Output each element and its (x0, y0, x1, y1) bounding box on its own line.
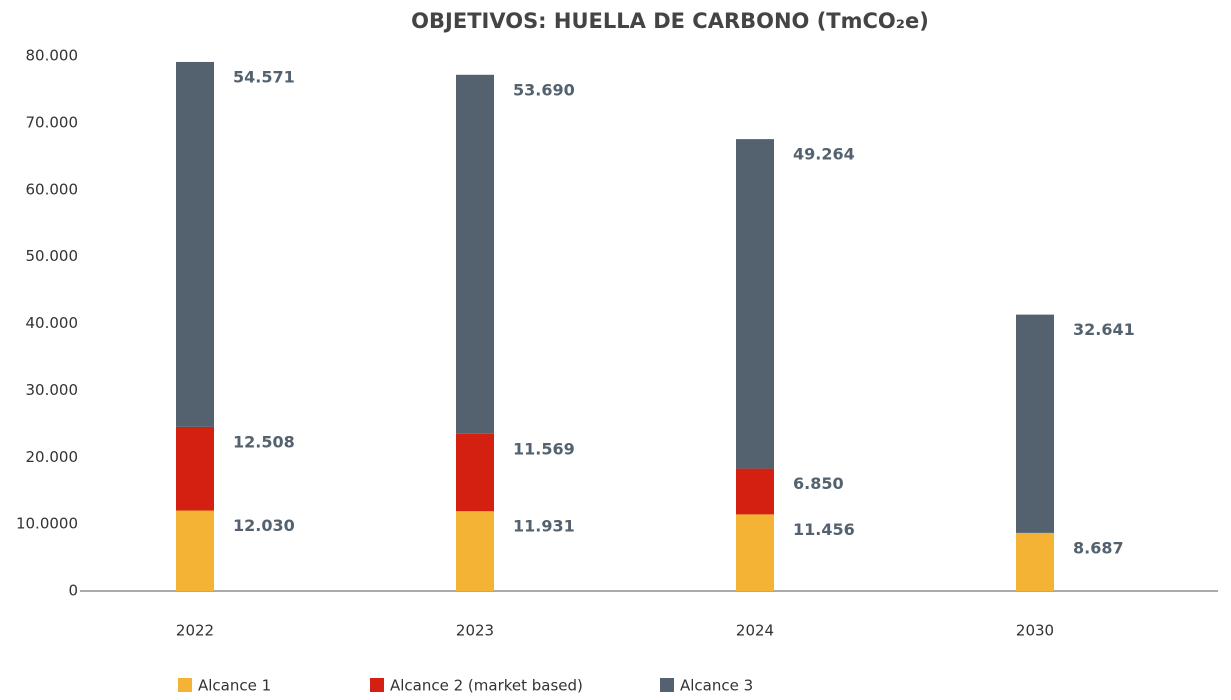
bar-segment (1016, 314, 1054, 533)
legend-label: Alcance 3 (680, 677, 753, 695)
bar-segment (176, 61, 214, 427)
bar-segment (456, 511, 494, 591)
bar-segment (456, 74, 494, 434)
value-label: 11.931 (513, 517, 575, 536)
value-label: 53.690 (513, 80, 575, 99)
y-tick-label: 30.000 (26, 381, 79, 399)
value-label: 6.850 (793, 474, 844, 493)
bar-segment (456, 433, 494, 512)
y-tick-label: 40.000 (26, 314, 79, 332)
bar-segment (736, 468, 774, 515)
x-tick-label: 2030 (1016, 622, 1054, 640)
legend-swatch (178, 678, 192, 692)
value-label: 54.571 (233, 67, 295, 86)
bar-segment (1016, 532, 1054, 591)
legend-label: Alcance 2 (market based) (390, 677, 583, 695)
y-tick-label: 60.000 (26, 180, 79, 198)
x-tick-label: 2022 (176, 622, 214, 640)
legend-label: Alcance 1 (198, 677, 271, 695)
y-tick-label: 70.000 (26, 113, 79, 131)
value-label: 8.687 (1073, 538, 1124, 557)
bar-segment (736, 139, 774, 469)
value-label: 12.030 (233, 516, 295, 535)
value-label: 32.641 (1073, 320, 1135, 339)
bar-segment (176, 426, 214, 511)
y-tick-label: 50.000 (26, 247, 79, 265)
legend-swatch (370, 678, 384, 692)
x-tick-label: 2024 (736, 622, 774, 640)
value-label: 49.264 (793, 145, 855, 164)
value-label: 11.456 (793, 520, 855, 539)
chart-title: OBJETIVOS: HUELLA DE CARBONO (TmCO₂e) (411, 9, 929, 33)
x-tick-label: 2023 (456, 622, 494, 640)
y-tick-label: 80.000 (26, 47, 79, 65)
y-tick-label: 0 (68, 582, 78, 600)
value-label: 11.569 (513, 439, 575, 458)
legend-swatch (660, 678, 674, 692)
y-tick-label: 10.0000 (16, 515, 78, 533)
bar-segment (736, 514, 774, 591)
y-tick-label: 20.000 (26, 448, 79, 466)
value-label: 12.508 (233, 432, 295, 451)
bar-segment (176, 510, 214, 591)
